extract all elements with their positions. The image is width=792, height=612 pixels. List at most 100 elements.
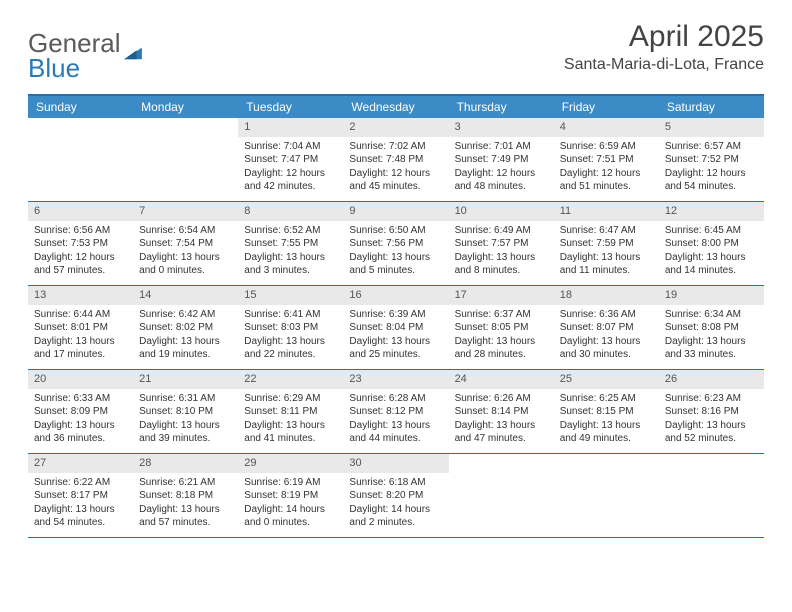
sunrise-line: Sunrise: 6:52 AM: [244, 224, 337, 238]
sunrise-line: Sunrise: 6:41 AM: [244, 308, 337, 322]
day-body: Sunrise: 6:33 AMSunset: 8:09 PMDaylight:…: [28, 389, 133, 452]
day-body: Sunrise: 6:39 AMSunset: 8:04 PMDaylight:…: [343, 305, 448, 368]
sunrise-line: Sunrise: 7:04 AM: [244, 140, 337, 154]
day-body: Sunrise: 6:26 AMSunset: 8:14 PMDaylight:…: [449, 389, 554, 452]
day-number: 6: [28, 202, 133, 221]
sunset-line: Sunset: 8:19 PM: [244, 489, 337, 503]
day-cell: 2Sunrise: 7:02 AMSunset: 7:48 PMDaylight…: [343, 118, 448, 201]
day-number: 11: [554, 202, 659, 221]
day-number: 1: [238, 118, 343, 137]
sunset-line: Sunset: 8:18 PM: [139, 489, 232, 503]
day-number: 25: [554, 370, 659, 389]
day-cell: 1Sunrise: 7:04 AMSunset: 7:47 PMDaylight…: [238, 118, 343, 201]
sunrise-line: Sunrise: 6:19 AM: [244, 476, 337, 490]
day-body: Sunrise: 6:44 AMSunset: 8:01 PMDaylight:…: [28, 305, 133, 368]
day-number: 30: [343, 454, 448, 473]
empty-day-cell: [659, 454, 764, 537]
day-body: Sunrise: 6:47 AMSunset: 7:59 PMDaylight:…: [554, 221, 659, 284]
empty-day-cell: [554, 454, 659, 537]
day-cell: 20Sunrise: 6:33 AMSunset: 8:09 PMDayligh…: [28, 370, 133, 453]
daylight-line: Daylight: 13 hours and 25 minutes.: [349, 335, 442, 362]
day-cell: 9Sunrise: 6:50 AMSunset: 7:56 PMDaylight…: [343, 202, 448, 285]
empty-day-cell: [449, 454, 554, 537]
calendar: SundayMondayTuesdayWednesdayThursdayFrid…: [28, 94, 764, 538]
dow-friday: Friday: [554, 96, 659, 118]
sunrise-line: Sunrise: 6:23 AM: [665, 392, 758, 406]
day-number: 29: [238, 454, 343, 473]
day-cell: 21Sunrise: 6:31 AMSunset: 8:10 PMDayligh…: [133, 370, 238, 453]
daylight-line: Daylight: 13 hours and 33 minutes.: [665, 335, 758, 362]
day-body: Sunrise: 6:50 AMSunset: 7:56 PMDaylight:…: [343, 221, 448, 284]
sunset-line: Sunset: 8:00 PM: [665, 237, 758, 251]
day-body: Sunrise: 7:02 AMSunset: 7:48 PMDaylight:…: [343, 137, 448, 200]
logo: GeneralBlue: [28, 28, 146, 84]
sunrise-line: Sunrise: 6:21 AM: [139, 476, 232, 490]
daylight-line: Daylight: 13 hours and 5 minutes.: [349, 251, 442, 278]
day-cell: 27Sunrise: 6:22 AMSunset: 8:17 PMDayligh…: [28, 454, 133, 537]
day-cell: 15Sunrise: 6:41 AMSunset: 8:03 PMDayligh…: [238, 286, 343, 369]
day-cell: 11Sunrise: 6:47 AMSunset: 7:59 PMDayligh…: [554, 202, 659, 285]
sunrise-line: Sunrise: 6:22 AM: [34, 476, 127, 490]
day-cell: 13Sunrise: 6:44 AMSunset: 8:01 PMDayligh…: [28, 286, 133, 369]
day-cell: 18Sunrise: 6:36 AMSunset: 8:07 PMDayligh…: [554, 286, 659, 369]
day-number: 17: [449, 286, 554, 305]
sunset-line: Sunset: 7:59 PM: [560, 237, 653, 251]
sunrise-line: Sunrise: 6:49 AM: [455, 224, 548, 238]
location: Santa-Maria-di-Lota, France: [564, 56, 764, 74]
day-body: Sunrise: 6:28 AMSunset: 8:12 PMDaylight:…: [343, 389, 448, 452]
day-number: 23: [343, 370, 448, 389]
day-cell: 17Sunrise: 6:37 AMSunset: 8:05 PMDayligh…: [449, 286, 554, 369]
sunset-line: Sunset: 7:56 PM: [349, 237, 442, 251]
day-number: 22: [238, 370, 343, 389]
sunrise-line: Sunrise: 6:25 AM: [560, 392, 653, 406]
sunset-line: Sunset: 8:05 PM: [455, 321, 548, 335]
week-row: 6Sunrise: 6:56 AMSunset: 7:53 PMDaylight…: [28, 202, 764, 286]
day-number: 10: [449, 202, 554, 221]
daylight-line: Daylight: 13 hours and 17 minutes.: [34, 335, 127, 362]
sunset-line: Sunset: 8:07 PM: [560, 321, 653, 335]
daylight-line: Daylight: 13 hours and 3 minutes.: [244, 251, 337, 278]
daylight-line: Daylight: 13 hours and 11 minutes.: [560, 251, 653, 278]
month-title: April 2025: [564, 20, 764, 54]
day-number: 15: [238, 286, 343, 305]
day-cell: 3Sunrise: 7:01 AMSunset: 7:49 PMDaylight…: [449, 118, 554, 201]
sunset-line: Sunset: 7:54 PM: [139, 237, 232, 251]
daylight-line: Daylight: 12 hours and 54 minutes.: [665, 167, 758, 194]
sunrise-line: Sunrise: 6:47 AM: [560, 224, 653, 238]
daylight-line: Daylight: 13 hours and 44 minutes.: [349, 419, 442, 446]
daylight-line: Daylight: 13 hours and 39 minutes.: [139, 419, 232, 446]
day-body: Sunrise: 6:54 AMSunset: 7:54 PMDaylight:…: [133, 221, 238, 284]
day-cell: 8Sunrise: 6:52 AMSunset: 7:55 PMDaylight…: [238, 202, 343, 285]
day-body: Sunrise: 7:01 AMSunset: 7:49 PMDaylight:…: [449, 137, 554, 200]
sunrise-line: Sunrise: 6:31 AM: [139, 392, 232, 406]
day-cell: 12Sunrise: 6:45 AMSunset: 8:00 PMDayligh…: [659, 202, 764, 285]
day-number: 16: [343, 286, 448, 305]
sunrise-line: Sunrise: 6:42 AM: [139, 308, 232, 322]
daylight-line: Daylight: 13 hours and 47 minutes.: [455, 419, 548, 446]
day-cell: 14Sunrise: 6:42 AMSunset: 8:02 PMDayligh…: [133, 286, 238, 369]
day-cell: 6Sunrise: 6:56 AMSunset: 7:53 PMDaylight…: [28, 202, 133, 285]
day-number: 14: [133, 286, 238, 305]
day-body: Sunrise: 6:49 AMSunset: 7:57 PMDaylight:…: [449, 221, 554, 284]
daylight-line: Daylight: 13 hours and 41 minutes.: [244, 419, 337, 446]
title-block: April 2025 Santa-Maria-di-Lota, France: [564, 20, 764, 74]
sunrise-line: Sunrise: 6:37 AM: [455, 308, 548, 322]
day-cell: 25Sunrise: 6:25 AMSunset: 8:15 PMDayligh…: [554, 370, 659, 453]
daylight-line: Daylight: 13 hours and 36 minutes.: [34, 419, 127, 446]
sunset-line: Sunset: 8:12 PM: [349, 405, 442, 419]
sunset-line: Sunset: 7:57 PM: [455, 237, 548, 251]
day-body: Sunrise: 6:18 AMSunset: 8:20 PMDaylight:…: [343, 473, 448, 536]
daylight-line: Daylight: 13 hours and 22 minutes.: [244, 335, 337, 362]
sunrise-line: Sunrise: 6:57 AM: [665, 140, 758, 154]
sunrise-line: Sunrise: 6:33 AM: [34, 392, 127, 406]
week-row: 13Sunrise: 6:44 AMSunset: 8:01 PMDayligh…: [28, 286, 764, 370]
empty-day-cell: [28, 118, 133, 201]
daylight-line: Daylight: 13 hours and 0 minutes.: [139, 251, 232, 278]
sunset-line: Sunset: 8:20 PM: [349, 489, 442, 503]
sunset-line: Sunset: 7:48 PM: [349, 153, 442, 167]
day-cell: 7Sunrise: 6:54 AMSunset: 7:54 PMDaylight…: [133, 202, 238, 285]
logo-triangle-icon: [122, 37, 146, 55]
sunrise-line: Sunrise: 6:28 AM: [349, 392, 442, 406]
daylight-line: Daylight: 12 hours and 57 minutes.: [34, 251, 127, 278]
daylight-line: Daylight: 14 hours and 2 minutes.: [349, 503, 442, 530]
